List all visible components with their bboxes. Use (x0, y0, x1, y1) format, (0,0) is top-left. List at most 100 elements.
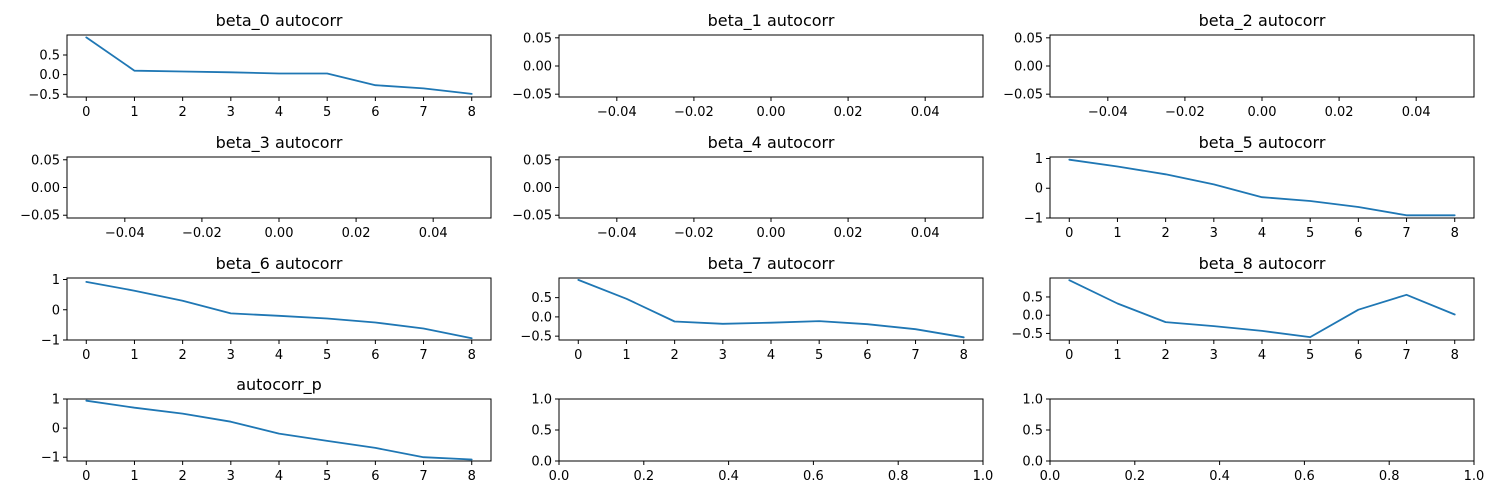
series-line-0 (85, 36, 473, 95)
series-line-7 (577, 278, 965, 339)
x-tick-label-5-8: 8 (1451, 226, 1459, 241)
x-tick-label-7-2: 2 (670, 348, 678, 363)
subplot-3: −0.04 −0.02 0.00 0.02 0.04 −0.05 0.00 0.05 beta_… (20, 133, 492, 241)
y-tick-label-2-0: −0.05 (1003, 88, 1043, 103)
y-tick-label-11-1: 0.5 (1022, 424, 1043, 439)
y-tick-label-1-0: −0.05 (512, 88, 552, 103)
x-tick-label-0-2: 2 (178, 105, 186, 120)
axes-frame-6 (66, 277, 492, 341)
x-tick-label-7-8: 8 (960, 348, 968, 363)
x-tick-label-11-3: 0.6 (1294, 469, 1315, 484)
x-tick-label-5-7: 7 (1402, 226, 1410, 241)
x-tick-label-10-2: 0.4 (718, 469, 739, 484)
y-tick-label-10-2: 1.0 (531, 393, 552, 408)
x-tick-label-0-8: 8 (468, 105, 476, 120)
x-tick-label-5-2: 2 (1161, 226, 1169, 241)
series-line-9 (85, 399, 473, 461)
x-tick-label-9-3: 3 (227, 469, 235, 484)
x-tick-label-6-3: 3 (227, 348, 235, 363)
x-tick-label-2-2: 0.00 (1248, 105, 1277, 120)
x-tick-label-9-5: 5 (323, 469, 331, 484)
y-tick-label-6-2: 1 (52, 273, 60, 288)
x-tick-label-7-5: 5 (815, 348, 823, 363)
x-tick-label-8-7: 7 (1402, 348, 1410, 363)
axes-frame-1 (558, 34, 984, 98)
x-tick-label-2-1: −0.02 (1165, 105, 1205, 120)
x-tick-label-0-0: 0 (82, 105, 90, 120)
x-tick-label-9-6: 6 (371, 469, 379, 484)
y-tick-label-7-2: 0.5 (531, 291, 552, 306)
y-tick-label-3-2: 0.05 (31, 153, 60, 168)
y-tick-label-5-1: 0 (1035, 182, 1043, 197)
x-tick-label-11-4: 0.8 (1379, 469, 1400, 484)
subplot-2: −0.04 −0.02 0.00 0.02 0.04 −0.05 0.00 0.05 beta_… (1003, 11, 1475, 120)
x-tick-label-2-3: 0.02 (1325, 105, 1354, 120)
axes-frame-9 (66, 398, 492, 462)
series-line-6 (85, 280, 473, 340)
x-tick-label-9-1: 1 (130, 469, 138, 484)
subplot-5: 0 1 2 3 4 5 6 7 8 −1 0 1 beta_5 autocorr (1024, 133, 1475, 241)
x-tick-label-9-4: 4 (275, 469, 283, 484)
subplot-title-3: beta_3 autocorr (216, 133, 343, 153)
y-tick-label-8-1: 0.0 (1022, 309, 1043, 324)
subplot-title-6: beta_6 autocorr (216, 254, 343, 274)
x-tick-label-0-7: 7 (419, 105, 427, 120)
subplot-title-9: autocorr_p (236, 375, 322, 395)
x-tick-label-9-0: 0 (82, 469, 90, 484)
subplot-8: 0 1 2 3 4 5 6 7 8 −0.5 0.0 0.5 beta_8 autocorr (1011, 254, 1475, 363)
x-tick-label-4-2: 0.00 (757, 226, 786, 241)
y-tick-label-0-2: 0.5 (39, 49, 60, 64)
x-tick-label-5-0: 0 (1065, 226, 1073, 241)
y-tick-label-8-0: −0.5 (1011, 327, 1043, 342)
x-tick-label-8-3: 3 (1210, 348, 1218, 363)
y-tick-label-3-0: −0.05 (20, 209, 60, 224)
x-tick-label-11-5: 1.0 (1464, 469, 1485, 484)
x-tick-label-6-5: 5 (323, 348, 331, 363)
x-tick-label-11-1: 0.2 (1124, 469, 1145, 484)
x-tick-label-5-6: 6 (1354, 226, 1362, 241)
x-tick-label-1-1: −0.02 (674, 105, 714, 120)
x-tick-label-8-5: 5 (1306, 348, 1314, 363)
x-tick-label-3-0: −0.04 (105, 226, 145, 241)
axes-frame-4 (558, 156, 984, 219)
y-tick-label-3-1: 0.00 (31, 181, 60, 196)
x-tick-label-6-2: 2 (178, 348, 186, 363)
x-tick-label-5-3: 3 (1210, 226, 1218, 241)
y-tick-label-4-2: 0.05 (523, 153, 552, 168)
y-tick-label-7-1: 0.0 (531, 310, 552, 325)
y-tick-label-5-2: 1 (1035, 152, 1043, 167)
subplot-0: 0 1 2 3 4 5 6 7 8 −0.5 0.0 0.5 beta_0 autocorr (28, 11, 492, 120)
y-tick-label-0-0: −0.5 (28, 88, 60, 103)
x-tick-label-3-4: 0.04 (419, 226, 448, 241)
y-tick-label-9-1: 0 (52, 422, 60, 437)
x-tick-label-11-0: 0.0 (1040, 469, 1061, 484)
subplot-title-7: beta_7 autocorr (708, 254, 835, 274)
x-tick-label-7-4: 4 (767, 348, 775, 363)
y-tick-label-4-1: 0.00 (523, 181, 552, 196)
x-tick-label-4-3: 0.02 (834, 226, 863, 241)
subplot-title-2: beta_2 autocorr (1199, 11, 1326, 31)
series-line-8 (1068, 279, 1456, 339)
y-tick-label-2-2: 0.05 (1014, 31, 1043, 46)
subplot-title-8: beta_8 autocorr (1199, 254, 1326, 274)
x-tick-label-10-3: 0.6 (803, 469, 824, 484)
x-tick-label-6-6: 6 (371, 348, 379, 363)
x-tick-label-9-2: 2 (178, 469, 186, 484)
x-tick-label-10-4: 0.8 (888, 469, 909, 484)
x-tick-label-3-1: −0.02 (182, 226, 222, 241)
y-tick-label-10-1: 0.5 (531, 424, 552, 439)
x-tick-label-6-0: 0 (82, 348, 90, 363)
x-tick-label-8-1: 1 (1113, 348, 1121, 363)
subplot-6: 0 1 2 3 4 5 6 7 8 −1 0 1 beta_6 autocorr (41, 254, 492, 363)
x-tick-label-10-0: 0.0 (549, 469, 570, 484)
axes-frame-3 (66, 156, 492, 219)
subplot-title-0: beta_0 autocorr (216, 11, 343, 31)
x-tick-label-0-4: 4 (275, 105, 283, 120)
y-tick-label-6-0: −1 (41, 334, 60, 349)
x-tick-label-0-5: 5 (323, 105, 331, 120)
y-tick-label-10-0: 0.0 (531, 455, 552, 470)
y-tick-label-5-0: −1 (1024, 212, 1043, 227)
y-tick-label-1-1: 0.00 (523, 60, 552, 75)
x-tick-label-9-8: 8 (468, 469, 476, 484)
